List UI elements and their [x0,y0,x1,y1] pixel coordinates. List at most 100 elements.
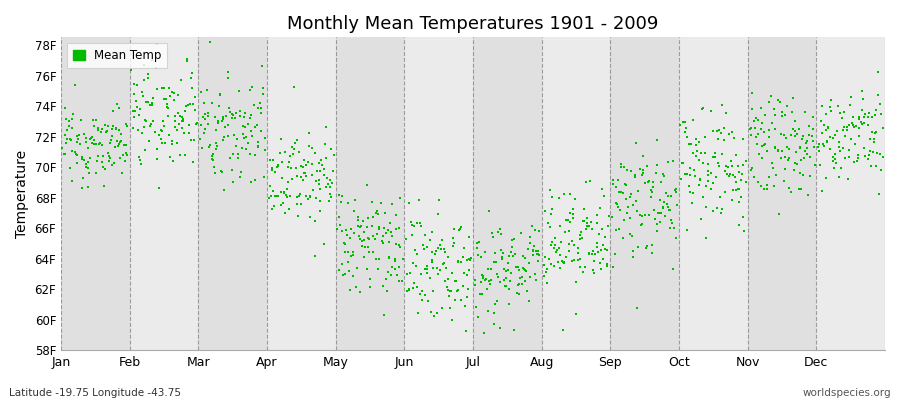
Point [455,254,470,260]
Point [392,264,407,270]
Point [640,243,654,249]
Point [496,266,510,272]
Point [161,112,176,119]
Point [385,264,400,270]
Point [376,283,391,290]
Point [108,144,122,150]
Point [279,186,293,192]
Point [747,118,761,124]
Point [874,167,888,174]
Point [572,256,587,262]
Point [104,162,119,169]
Point [837,123,851,130]
Point [313,168,328,174]
Point [631,244,645,250]
Point [523,274,537,280]
Point [310,167,324,174]
Point [346,208,361,214]
Point [65,178,79,184]
Point [244,128,258,134]
Point [729,152,743,158]
Point [304,161,319,167]
Point [58,132,72,139]
Point [553,223,567,229]
Point [658,212,672,219]
Point [130,127,145,133]
Point [858,111,872,117]
Point [598,246,613,252]
Point [653,178,668,185]
Point [127,114,141,120]
Point [725,163,740,170]
Point [381,268,395,275]
Point [806,138,821,144]
Point [576,269,590,275]
Point [662,225,677,231]
Point [492,226,507,232]
Point [797,148,812,155]
Point [635,170,650,176]
Point [292,193,307,200]
Point [562,228,576,234]
Point [714,130,728,136]
Point [846,124,860,130]
Point [706,208,720,214]
Point [231,151,246,157]
Point [400,288,414,294]
Point [184,70,199,77]
Point [718,188,733,195]
Point [519,268,534,274]
Point [745,106,760,112]
Point [290,137,304,143]
Point [171,92,185,98]
Point [789,161,804,167]
Point [683,189,698,195]
Point [793,144,807,151]
Point [232,174,247,180]
Point [126,108,140,114]
Point [752,131,766,137]
Point [748,125,762,132]
Point [103,158,117,164]
Point [361,214,375,221]
Point [173,152,187,158]
Point [619,182,634,188]
Point [527,271,542,277]
Point [250,105,265,112]
Point [573,235,588,242]
Point [401,199,416,206]
Point [137,124,151,130]
Point [389,212,403,218]
Point [226,179,240,186]
Point [792,186,806,192]
Point [295,177,310,183]
Point [320,174,334,181]
Point [314,157,328,163]
Point [599,261,614,268]
Point [142,102,157,108]
Point [554,238,569,245]
Point [346,252,360,258]
Point [382,254,397,261]
Point [543,224,557,231]
Point [165,141,179,148]
Point [471,313,485,320]
Point [237,134,251,141]
Point [581,223,596,229]
Point [399,236,413,242]
Point [274,175,289,181]
Point [240,140,255,146]
Point [253,100,267,106]
Point [404,222,419,228]
Point [849,123,863,130]
Point [786,95,800,102]
Point [644,194,658,200]
Point [824,97,838,104]
Point [163,154,177,160]
Point [453,226,467,232]
Point [608,184,623,190]
Point [281,179,295,185]
Point [827,164,842,171]
Point [449,288,464,294]
Point [396,255,410,262]
